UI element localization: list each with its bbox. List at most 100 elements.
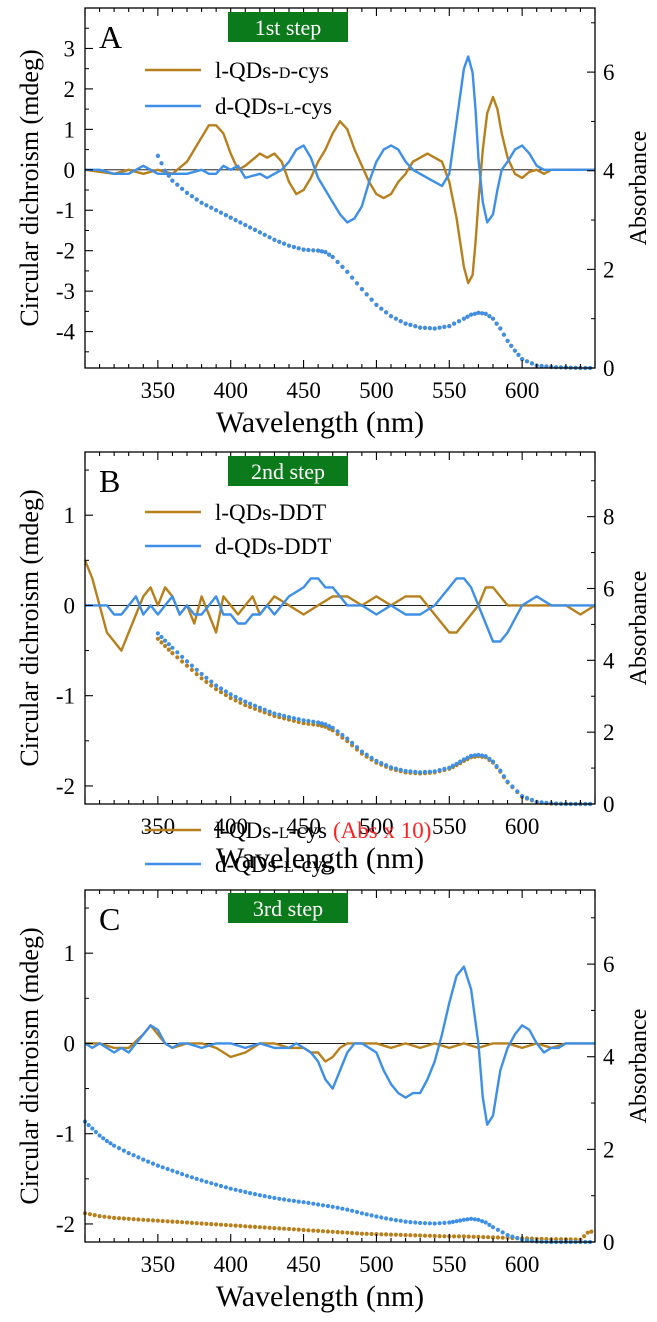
abs-point xyxy=(335,259,340,265)
abs-point xyxy=(233,218,238,223)
abs-point xyxy=(316,1228,321,1233)
abs-point xyxy=(155,636,160,641)
abs-point xyxy=(243,1224,248,1229)
abs-point xyxy=(501,332,506,337)
abs-point xyxy=(306,718,311,724)
y-tick-label: -1 xyxy=(56,198,75,223)
abs-point xyxy=(238,1188,243,1193)
abs-point xyxy=(442,1234,447,1239)
y-tick-label: -4 xyxy=(56,320,76,345)
y-axis-label: Circular dichroism (mdeg) xyxy=(15,927,44,1204)
abs-point xyxy=(170,1219,175,1224)
abs-point xyxy=(218,690,224,695)
y-tick-label: 1 xyxy=(64,941,76,966)
x-tick-label: 500 xyxy=(359,1252,394,1277)
abs-point xyxy=(155,153,160,158)
abs-point xyxy=(398,1232,403,1237)
abs-point xyxy=(461,757,466,762)
step-badge-label: 2nd step xyxy=(251,459,325,484)
abs-point xyxy=(243,222,248,228)
abs-point xyxy=(379,761,384,766)
abs-point xyxy=(301,1227,306,1233)
abs-point xyxy=(323,722,328,727)
abs-point xyxy=(257,705,262,710)
abs-point xyxy=(116,1146,122,1151)
abs-point xyxy=(483,311,488,316)
abs-point xyxy=(116,1216,122,1221)
series-dots-3 xyxy=(155,153,593,371)
abs-point xyxy=(364,292,369,297)
abs-point xyxy=(388,314,394,319)
abs-point xyxy=(163,643,168,649)
abs-point xyxy=(101,1136,106,1141)
abs-point xyxy=(500,1235,505,1240)
abs-point xyxy=(86,1123,91,1128)
abs-point xyxy=(437,1234,442,1239)
abs-point xyxy=(194,672,199,677)
abs-point xyxy=(159,634,164,640)
abs-point xyxy=(589,1229,594,1234)
abs-point xyxy=(369,1213,374,1218)
abs-point xyxy=(384,1232,389,1237)
abs-point xyxy=(418,1220,423,1226)
x-tick-label: 450 xyxy=(286,814,321,839)
abs-point xyxy=(432,1233,437,1239)
abs-point xyxy=(248,1191,253,1196)
abs-point xyxy=(476,1234,481,1239)
abs-point xyxy=(243,703,248,708)
x-tick-label: 400 xyxy=(213,814,248,839)
abs-point xyxy=(340,1230,345,1235)
abs-point xyxy=(166,173,171,178)
abs-point xyxy=(483,754,488,759)
abs-point xyxy=(454,761,459,766)
y-tick-label: -1 xyxy=(56,1122,75,1147)
abs-point xyxy=(166,642,171,647)
abs-point xyxy=(291,716,296,721)
abs-point xyxy=(194,1221,199,1226)
y-tick-label: 0 xyxy=(64,593,76,618)
abs-point xyxy=(437,325,442,330)
abs-point xyxy=(282,713,287,719)
y2-tick-label: 0 xyxy=(603,792,615,817)
abs-point xyxy=(296,1199,301,1204)
abs-point xyxy=(228,695,233,701)
y2-tick-label: 8 xyxy=(603,505,615,530)
y2-tick-label: 6 xyxy=(603,576,615,601)
legend-label: l-QDs-L-cys (Abs x 10) xyxy=(215,818,431,843)
abs-point xyxy=(320,1229,326,1234)
abs-point xyxy=(520,357,525,362)
abs-point xyxy=(286,715,292,720)
abs-point xyxy=(184,659,190,664)
abs-point xyxy=(223,692,228,698)
abs-point xyxy=(359,287,364,292)
abs-point xyxy=(494,764,499,769)
abs-point xyxy=(354,745,360,750)
abs-point xyxy=(311,248,316,253)
abs-point xyxy=(369,755,374,760)
abs-point xyxy=(218,686,224,691)
abs-point xyxy=(432,769,437,774)
series-dots-2 xyxy=(155,153,593,371)
y-tick-label: -3 xyxy=(56,279,75,304)
abs-point xyxy=(262,707,267,712)
abs-point xyxy=(204,679,209,685)
abs-point xyxy=(403,1219,408,1224)
abs-point xyxy=(335,1230,340,1235)
abs-point xyxy=(180,659,185,664)
abs-point xyxy=(472,311,477,316)
abs-point xyxy=(330,725,335,731)
abs-point xyxy=(585,1230,590,1235)
abs-point xyxy=(418,1233,423,1238)
series-dots-3 xyxy=(155,631,593,807)
x-tick-label: 400 xyxy=(213,1252,248,1277)
y-tick-label: 3 xyxy=(64,36,76,61)
y2-tick-label: 2 xyxy=(603,257,615,282)
x-axis-label: Wavelength (nm) xyxy=(216,842,424,875)
abs-point xyxy=(466,1234,471,1239)
abs-point xyxy=(454,1219,459,1224)
abs-point xyxy=(248,704,253,710)
abs-point xyxy=(184,1220,190,1225)
abs-point xyxy=(437,1221,442,1226)
abs-point xyxy=(166,647,171,652)
abs-point xyxy=(345,269,350,274)
